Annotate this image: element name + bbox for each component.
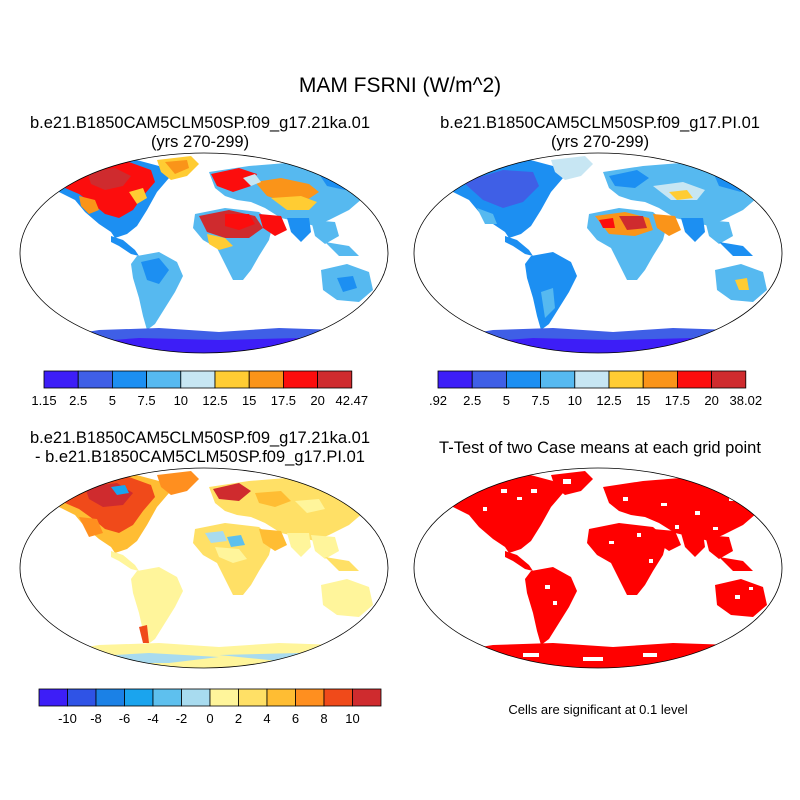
colorbar-box [68, 689, 97, 706]
colorbar-box [283, 371, 317, 388]
australia-land [715, 579, 767, 617]
colorbar-label: 1.15 [31, 393, 56, 408]
colorbar-box [472, 371, 506, 388]
colorbar-label: 7.5 [532, 393, 550, 408]
colorbar-label: 2.5 [463, 393, 481, 408]
colorbar-label: -10 [58, 711, 77, 726]
colorbar-box [239, 689, 268, 706]
colorbar-box [210, 689, 239, 706]
colorbar-label: -6 [119, 711, 131, 726]
colorbar-box [112, 371, 146, 388]
panel-2-title-line2: (yrs 270-299) [400, 133, 800, 152]
south-america-land [525, 567, 577, 645]
map-difference [19, 467, 389, 669]
panel-1-title: b.e21.B1850CAM5CLM50SP.f09_g17.21ka.01 (… [0, 114, 400, 152]
colorbar-label: 2.5 [69, 393, 87, 408]
colorbar-box [125, 689, 154, 706]
colorbar-label: 12.5 [202, 393, 227, 408]
significance-note: Cells are significant at 0.1 level [400, 702, 796, 717]
colorbar-label: 10 [345, 711, 359, 726]
figure-title: MAM FSRNI (W/m^2) [0, 74, 800, 98]
colorbar-label: .92 [429, 393, 447, 408]
colorbar-box [267, 689, 296, 706]
colorbar-label: 0 [206, 711, 213, 726]
colorbar-box [78, 371, 112, 388]
colorbar-label: 15 [636, 393, 650, 408]
colorbar-box [353, 689, 382, 706]
colorbar-box [147, 371, 181, 388]
colorbar-box [215, 371, 249, 388]
colorbar-box [575, 371, 609, 388]
colorbar-box [712, 371, 746, 388]
colorbar-box [541, 371, 575, 388]
colorbar-label: 2 [235, 711, 242, 726]
colorbar-label: 20 [310, 393, 324, 408]
colorbar-box [506, 371, 540, 388]
colorbar-label: -8 [90, 711, 102, 726]
colorbar-label: 15 [242, 393, 256, 408]
antarctica-land [423, 643, 773, 669]
colorbar-label: 38.02 [730, 393, 763, 408]
colorbar-box [677, 371, 711, 388]
colorbar-box [318, 371, 352, 388]
colorbar-label: 10 [568, 393, 582, 408]
colorbar-box [153, 689, 182, 706]
australia-land [321, 579, 373, 617]
colorbar-label: 7.5 [138, 393, 156, 408]
colorbar-label: 6 [292, 711, 299, 726]
colorbar-label: 10 [174, 393, 188, 408]
colorbar-box [438, 371, 472, 388]
panel-2-title: b.e21.B1850CAM5CLM50SP.f09_g17.PI.01 (yr… [400, 114, 800, 152]
panel-4-title-line1: T-Test of two Case means at each grid po… [400, 439, 800, 458]
colorbar-pi: .92 2.5 5 7.5 10 12.5 15 17.5 20 38.02 [404, 368, 784, 416]
colorbar-box [44, 371, 78, 388]
colorbar-box [181, 371, 215, 388]
colorbar-label: 4 [263, 711, 270, 726]
antarctica-land [29, 643, 379, 669]
colorbar-box [324, 689, 353, 706]
panel-1-title-line1: b.e21.B1850CAM5CLM50SP.f09_g17.21ka.01 [0, 114, 400, 133]
colorbar-label: 20 [704, 393, 718, 408]
colorbar-label: 5 [109, 393, 116, 408]
panel-3-title-line2: - b.e21.B1850CAM5CLM50SP.f09_g17.PI.01 [0, 448, 400, 467]
panel-4-title: T-Test of two Case means at each grid po… [400, 439, 800, 458]
panel-1-title-line2: (yrs 270-299) [0, 133, 400, 152]
panel-3-title: b.e21.B1850CAM5CLM50SP.f09_g17.21ka.01 -… [0, 429, 400, 467]
colorbar-box [296, 689, 325, 706]
colorbar-difference: -10 -8 -6 -4 -2 0 2 4 6 8 10 [5, 686, 385, 734]
colorbar-label: 8 [320, 711, 327, 726]
colorbar-21ka: 1.15 2.5 5 7.5 10 12.5 15 17.5 20 42.47 [10, 368, 390, 416]
panel-2-title-line1: b.e21.B1850CAM5CLM50SP.f09_g17.PI.01 [400, 114, 800, 133]
map-pi [413, 152, 783, 354]
panel-3-title-line1: b.e21.B1850CAM5CLM50SP.f09_g17.21ka.01 [0, 429, 400, 448]
colorbar-box [96, 689, 125, 706]
colorbar-box [609, 371, 643, 388]
colorbar-label: 12.5 [596, 393, 621, 408]
north-america-land [435, 473, 563, 553]
south-america-land [131, 567, 183, 645]
colorbar-label: 17.5 [665, 393, 690, 408]
colorbar-box [249, 371, 283, 388]
colorbar-box [643, 371, 677, 388]
colorbar-box [39, 689, 68, 706]
colorbar-label: -4 [147, 711, 159, 726]
colorbar-label: 5 [503, 393, 510, 408]
colorbar-label: 17.5 [271, 393, 296, 408]
map-significance [413, 467, 783, 669]
colorbar-label: 42.47 [336, 393, 369, 408]
colorbar-label: -2 [176, 711, 188, 726]
colorbar-box [182, 689, 211, 706]
map-21ka [19, 152, 389, 354]
